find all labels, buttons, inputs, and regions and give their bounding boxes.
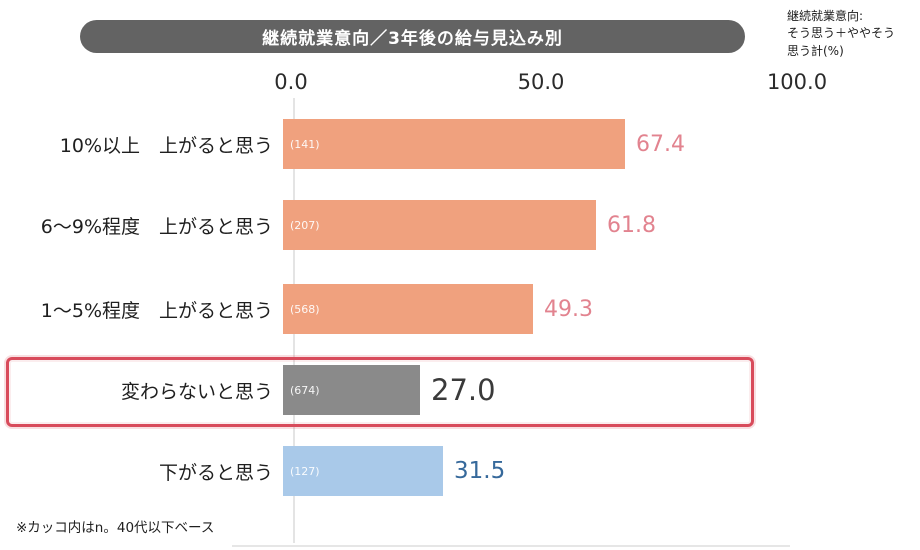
chart-row-decrease: 下がると思う (127) 31.5 [0,446,920,496]
legend-note: 継続就業意向: そう思う＋ややそう 思う計(%) [787,8,919,60]
n-count-label: (127) [290,464,320,478]
bar: (207) [283,200,596,250]
x-tick-100: 100.0 [766,70,828,94]
value-label: 49.3 [544,296,593,322]
chart-title-pill: 継続就業意向／3年後の給与見込み別 [80,20,745,53]
category-label: 下がると思う [158,461,273,484]
bar: (127) [283,446,443,496]
x-tick-0: 0.0 [274,70,308,94]
chart-title: 継続就業意向／3年後の給与見込み別 [262,29,563,49]
n-count-label: (141) [290,137,320,151]
plot-bottom-line [232,545,790,547]
bar: (141) [283,119,625,169]
n-count-label: (674) [290,383,320,397]
value-label: 27.0 [431,373,496,407]
bar: (568) [283,284,533,334]
value-label: 61.8 [607,212,656,238]
legend-note-line: 継続就業意向: [787,9,864,23]
chart-row-1-5pct: 1～5%程度 上がると思う (568) 49.3 [0,284,920,334]
chart-row-10pct-plus: 10%以上 上がると思う (141) 67.4 [0,119,920,169]
legend-note-line: 思う計(%) [787,43,844,58]
x-tick-50: 50.0 [517,70,565,94]
chart-row-no-change: 変わらないと思う (674) 27.0 [0,365,920,415]
value-label: 31.5 [454,458,506,484]
category-label: 1～5%程度 上がると思う [40,299,273,322]
legend-note-line: そう思う＋ややそう [787,26,896,41]
category-label: 変わらないと思う [120,380,273,403]
footnote: ※カッコ内はn。40代以下ベース [16,520,215,536]
chart-row-6-9pct: 6～9%程度 上がると思う (207) 61.8 [0,200,920,250]
bar: (674) [283,365,420,415]
n-count-label: (207) [290,218,320,232]
value-label: 67.4 [636,131,685,157]
category-label: 6～9%程度 上がると思う [40,215,273,238]
category-label: 10%以上 上がると思う [59,134,273,157]
n-count-label: (568) [290,302,320,316]
